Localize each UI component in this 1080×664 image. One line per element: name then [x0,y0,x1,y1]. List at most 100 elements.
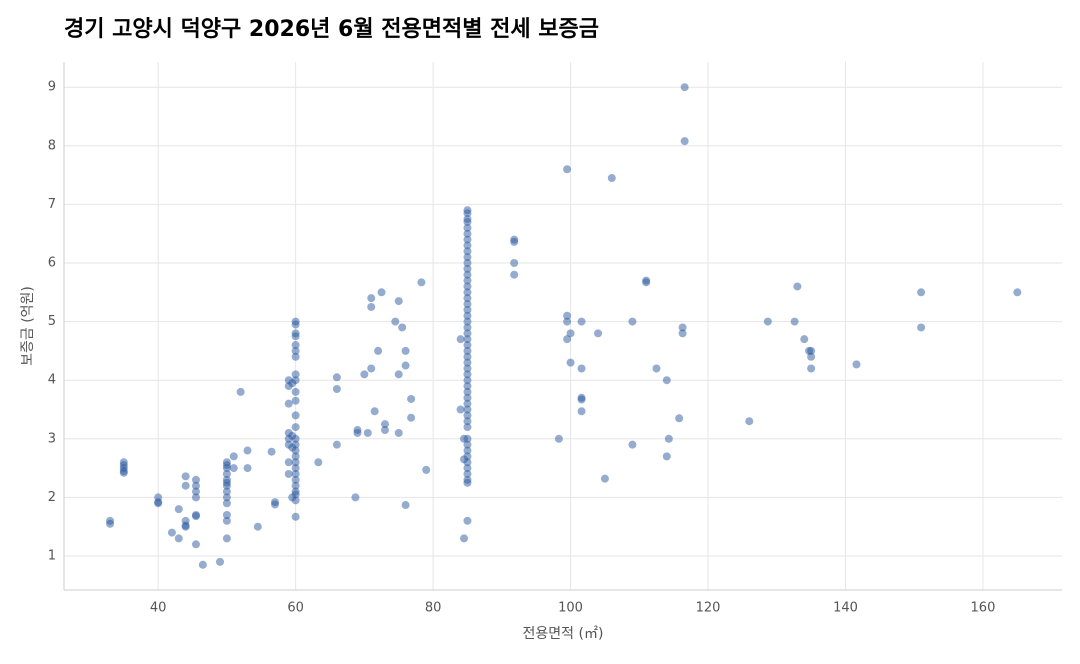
point [463,288,472,297]
point [216,557,225,566]
point [463,393,472,402]
point [463,434,472,443]
point [291,341,300,350]
point [191,475,200,484]
y-axis-title: 보증금 (억원) [20,286,36,366]
point [391,317,400,326]
point [463,209,472,218]
point [106,519,115,528]
point [463,311,472,320]
point [291,481,300,490]
point [563,335,572,344]
point [353,428,362,437]
point [243,446,252,455]
point [291,512,300,521]
point [377,288,386,297]
point [394,428,403,437]
point [807,352,816,361]
point [401,501,410,510]
point [463,376,472,385]
point [463,364,472,373]
point [407,394,416,403]
point [800,335,809,344]
point [463,335,472,344]
point [332,440,341,449]
point [332,384,341,393]
point [463,235,472,244]
point [291,370,300,379]
point [417,278,426,287]
point [374,346,383,355]
point [271,500,280,509]
point [291,396,300,405]
point [1013,288,1022,297]
point [852,360,861,369]
point [291,446,300,455]
point [463,446,472,455]
point [678,323,687,332]
point [628,317,637,326]
point [291,376,300,385]
point [463,217,472,226]
point [222,534,231,543]
x-tick-label: 60 [287,601,304,616]
point [198,560,207,569]
point [191,540,200,549]
point [291,464,300,473]
point [291,490,300,499]
y-tick-label: 6 [48,256,56,271]
point [577,395,586,404]
point [463,241,472,250]
y-tick-label: 9 [48,80,56,95]
point [367,364,376,373]
point [577,364,586,373]
point [291,475,300,484]
point [463,323,472,332]
point [917,323,926,332]
point [917,288,926,297]
y-tick-label: 4 [48,373,56,388]
point [594,329,603,338]
point [566,358,575,367]
point [267,447,276,456]
point [284,399,293,408]
point [463,411,472,420]
point [174,534,183,543]
point [191,512,200,521]
point [460,534,469,543]
point [510,270,519,279]
point [394,297,403,306]
point [463,516,472,525]
point [745,417,754,426]
point [394,370,403,379]
y-tick-label: 1 [48,549,56,564]
point [577,317,586,326]
point [463,276,472,285]
point [662,452,671,461]
point [222,493,231,502]
y-tick-label: 3 [48,431,56,446]
point [463,440,472,449]
point [463,417,472,426]
point [463,423,472,432]
point [463,346,472,355]
point [332,373,341,382]
point [510,259,519,268]
point [291,458,300,467]
point [680,137,689,146]
point [181,521,190,530]
point [554,434,563,443]
point [222,464,231,473]
point [398,323,407,332]
point [367,302,376,311]
point [675,414,684,423]
point [628,440,637,449]
point [360,370,369,379]
point [191,493,200,502]
point [463,464,472,473]
point [229,464,238,473]
point [236,387,245,396]
x-tick-label: 140 [833,601,858,616]
point [763,317,772,326]
x-tick-label: 160 [971,601,996,616]
